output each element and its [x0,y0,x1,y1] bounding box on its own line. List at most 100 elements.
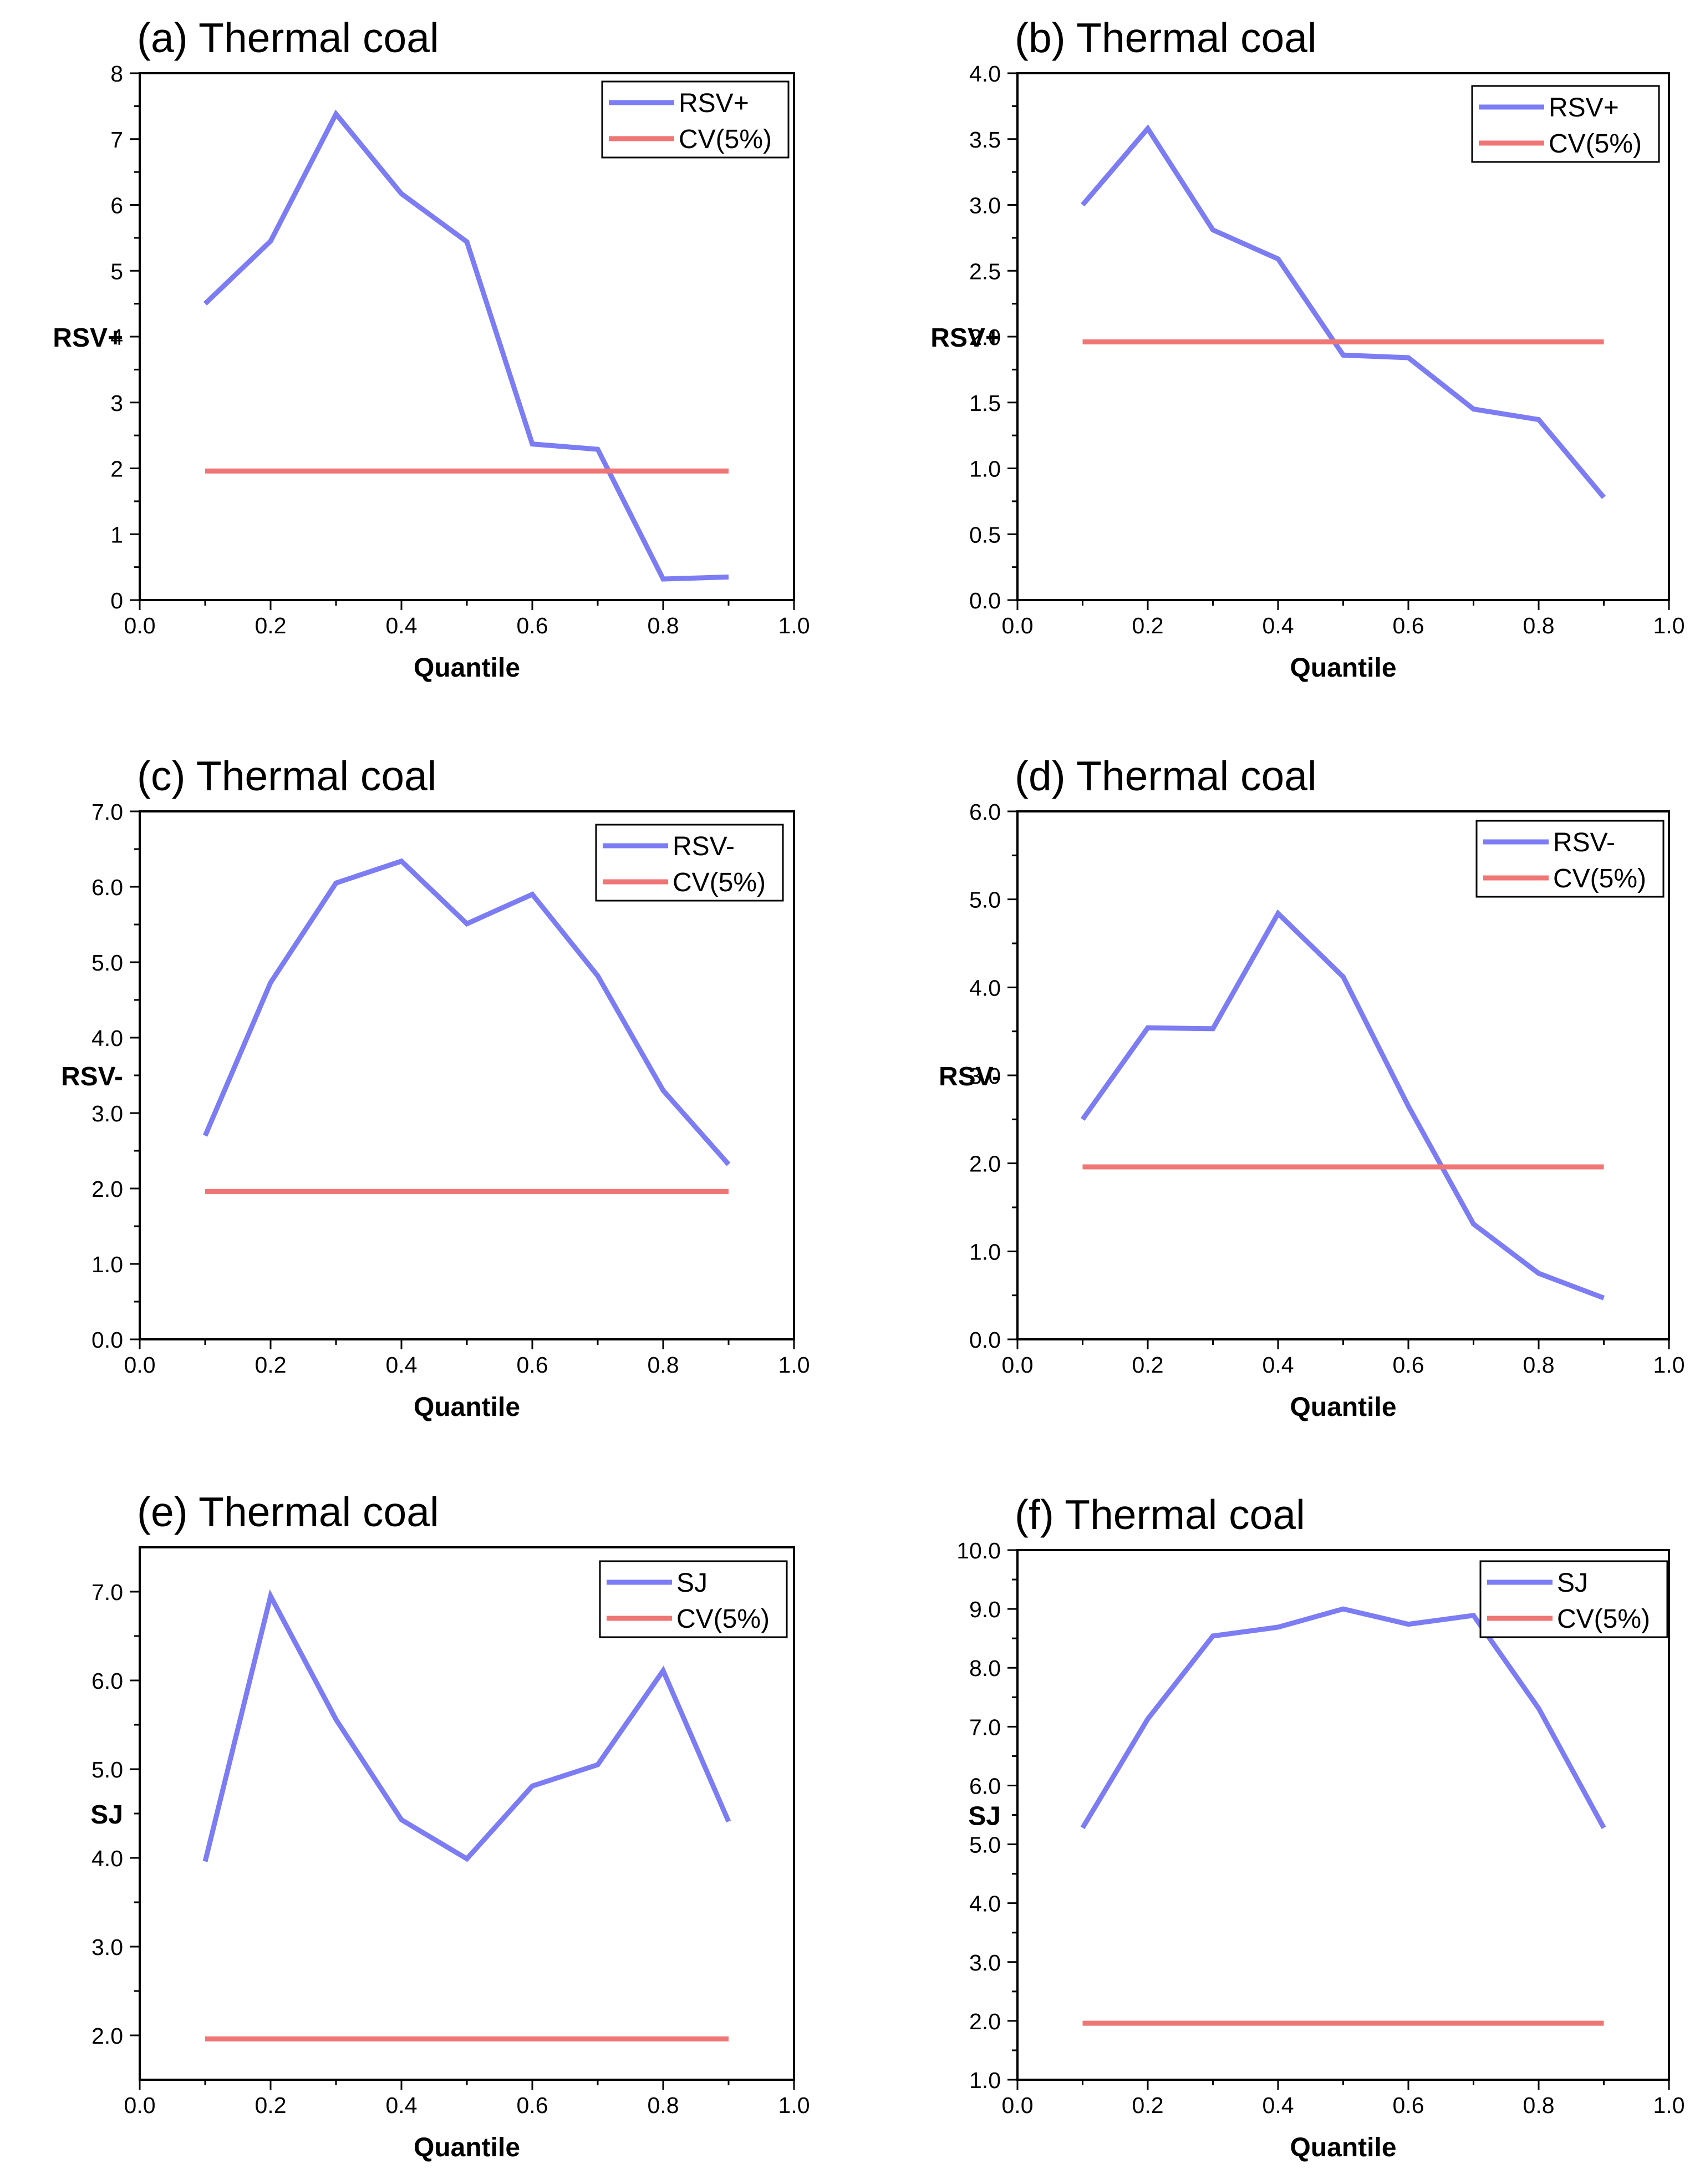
y-tick-label: 3.5 [969,127,1001,153]
legend-label: RSV- [673,832,735,861]
x-tick-label: 0.8 [648,613,679,638]
y-tick-label: 3.0 [91,1101,123,1126]
legend-label: CV(5%) [676,1604,770,1634]
series-line-statistic [1080,1606,1606,1830]
y-tick-label: 5 [110,258,123,284]
y-tick-label: 2.0 [91,1176,123,1202]
y-tick-label: 1.0 [969,2068,1001,2093]
y-tick-label: 5.0 [969,1832,1001,1858]
x-tick-label: 0.6 [1393,1352,1424,1378]
y-axis-title: RSV- [61,1062,123,1091]
y-tick-label: 7.0 [969,1714,1001,1740]
panel-title: (a) Thermal coal [137,14,439,61]
y-tick-label: 2.0 [969,324,1001,350]
legend-label: CV(5%) [1557,1604,1650,1634]
y-tick-label: 9.0 [969,1597,1001,1622]
x-tick-label: 0.0 [124,613,156,638]
y-tick-label: 0.0 [91,1327,123,1353]
legend-label: RSV- [1553,828,1615,857]
x-tick-label: 0.4 [1263,2092,1294,2118]
legend: RSV- CV(5%) [1475,820,1665,898]
x-tick-label: 0.2 [1132,613,1164,638]
panel-e: (e) Thermal coal 0.0 0.2 0.4 0.6 0.8 1.0 2.0 3.0… [90,1489,810,2162]
y-tick-label: 2.0 [969,1151,1001,1177]
panel-a: (a) Thermal coal 0.0 0.2 0.4 0.6 0.8 1.0 0 1 2 3 4 5… [53,14,810,683]
x-tick-label: 0.6 [517,2092,548,2118]
x-tick-label: 1.0 [1653,2092,1685,2118]
y-tick-label: 5.0 [969,887,1001,913]
y-axis-title: SJ [968,1802,1001,1831]
x-axis-title: Quantile [1290,653,1396,683]
y-tick-label: 6.0 [969,1773,1001,1799]
x-axis-title: Quantile [1290,1393,1396,1422]
x-tick-label: 0.2 [1132,1352,1164,1378]
legend-box [601,80,790,159]
series-line-statistic [1080,909,1605,1301]
x-tick-label: 0.0 [1002,2092,1034,2118]
panel-d: (d) Thermal coal 0.0 0.2 0.4 0.6 0.8 1.0 0.0 1.0… [939,753,1685,1422]
x-tick-label: 0.4 [1263,613,1294,638]
legend-box [1479,1560,1668,1638]
x-tick-label: 0.0 [124,1352,156,1378]
y-axis-title: RSV+ [53,323,123,353]
legend: RSV- CV(5%) [595,824,784,902]
y-tick-label: 7.0 [91,1579,123,1605]
legend-label: CV(5%) [673,868,766,897]
legend-label: RSV+ [1549,93,1619,123]
y-tick-label: 5.0 [91,1757,123,1782]
plot-frame [1016,72,1670,601]
x-tick-label: 0.8 [648,2092,679,2118]
x-tick-label: 1.0 [778,1352,810,1378]
y-tick-label: 10.0 [956,1538,1001,1563]
x-tick-label: 1.0 [1653,613,1685,638]
y-tick-label: 4.0 [969,1891,1001,1917]
series-line-statistic [202,858,731,1166]
y-tick-label: 1 [110,522,123,547]
x-tick-label: 0.8 [1523,2092,1555,2118]
y-tick-label: 6.0 [91,875,123,900]
x-tick-label: 0.8 [1523,1352,1555,1378]
y-tick-label: 0.0 [969,588,1001,613]
y-axis-title: SJ [90,1800,123,1830]
x-tick-label: 0.4 [386,2092,418,2118]
series-line-statistic [1081,124,1606,499]
y-tick-label: 0 [110,588,123,613]
y-tick-label: 2.0 [969,2009,1001,2034]
x-tick-label: 0.4 [386,1352,418,1378]
x-tick-label: 1.0 [778,613,810,638]
x-axis-title: Quantile [1290,2133,1396,2162]
legend-box [595,824,784,902]
y-tick-label: 2 [110,456,123,482]
y-tick-label: 7.0 [91,799,123,825]
y-tick-label: 1.5 [969,390,1001,416]
panel-title: (e) Thermal coal [137,1489,439,1535]
legend-label: CV(5%) [679,125,772,154]
x-tick-label: 0.8 [648,1352,679,1378]
x-axis-title: Quantile [414,653,520,683]
series-line-statistic [203,109,729,582]
x-tick-label: 0.2 [255,613,287,638]
x-tick-label: 0.2 [255,2092,287,2118]
x-tick-label: 0.2 [1132,2092,1164,2118]
panel-title: (d) Thermal coal [1015,753,1317,799]
panel-f: (f) Thermal coal 0.0 0.2 0.4 0.6 0.8 1.0 1.0 2.0… [956,1491,1684,2162]
y-axis-title: RSV+ [930,323,1001,353]
y-tick-label: 6.0 [969,799,1001,825]
y-tick-label: 8 [110,61,123,87]
plot-frame [1016,810,1670,1340]
x-axis-title: Quantile [414,1393,520,1422]
y-tick-label: 3.0 [91,1934,123,1960]
y-tick-label: 0.0 [969,1327,1001,1353]
y-tick-label: 1.0 [969,456,1001,482]
x-tick-label: 0.0 [1002,1352,1034,1378]
legend-box [1475,820,1665,898]
panel-title: (f) Thermal coal [1015,1491,1305,1538]
x-tick-label: 0.6 [1393,2092,1424,2118]
x-tick-label: 0.4 [386,613,418,638]
y-tick-label: 6 [110,193,123,219]
y-tick-label: 4.0 [969,975,1001,1000]
panel-c: (c) Thermal coal 0.0 0.2 0.4 0.6 0.8 1.0 0.0 1.0… [61,753,810,1422]
y-tick-label: 1.0 [91,1252,123,1277]
y-tick-label: 3.0 [969,193,1001,219]
